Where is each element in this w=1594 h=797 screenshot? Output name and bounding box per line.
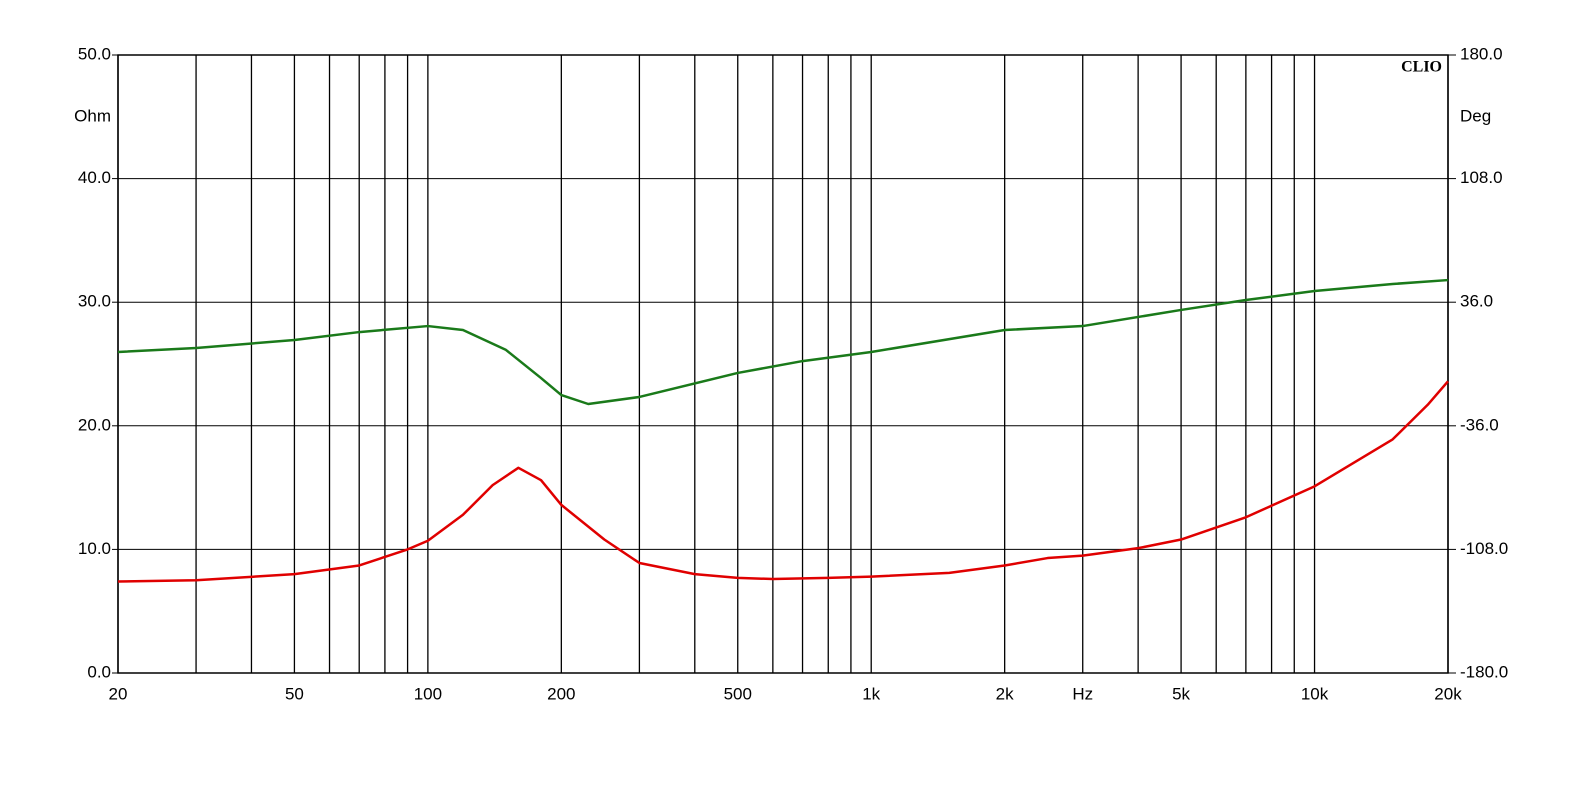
plot-frame: [117, 54, 1449, 674]
y-axis-label: Ohm: [74, 106, 111, 125]
y-tick-label: 20.0: [78, 415, 111, 434]
x-tick-label: 50: [285, 684, 304, 703]
y-tick-label: 0.0: [87, 662, 111, 681]
series-line: [117, 278, 1449, 406]
y2-tick-label: 180.0: [1460, 44, 1503, 63]
y2-tick-label: -180.0: [1460, 662, 1508, 681]
y-tick-label: 10.0: [78, 539, 111, 558]
y2-tick-label: 108.0: [1460, 168, 1503, 187]
x-tick-label: 2k: [996, 684, 1014, 703]
x-tick-label: 500: [724, 684, 752, 703]
x-tick-label: 1k: [862, 684, 880, 703]
y2-tick-label: 36.0: [1460, 292, 1493, 311]
y-tick-label: 30.0: [78, 292, 111, 311]
x-tick-label: 200: [547, 684, 575, 703]
x-tick-label: 10k: [1301, 684, 1329, 703]
x-tick-label: Hz: [1072, 684, 1093, 703]
x-tick-label: 5k: [1172, 684, 1190, 703]
y2-tick-label: -108.0: [1460, 539, 1508, 558]
y-tick-label: 40.0: [78, 168, 111, 187]
series-line: [117, 380, 1449, 583]
y2-tick-label: -36.0: [1460, 415, 1499, 434]
y2-axis-label: Deg: [1460, 106, 1491, 125]
x-tick-label: 100: [414, 684, 442, 703]
brand-label: CLIO: [1401, 59, 1442, 76]
x-tick-label: 20k: [1434, 684, 1462, 703]
y-tick-label: 50.0: [78, 44, 111, 63]
x-tick-label: 20: [109, 684, 128, 703]
